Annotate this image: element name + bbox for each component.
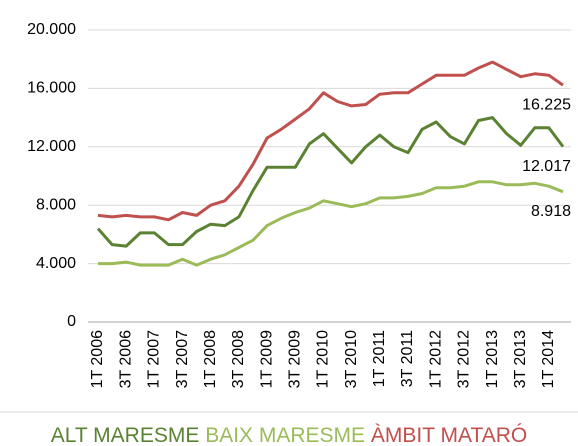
y-tick-label: 0: [67, 313, 76, 330]
x-tick-label: 3T 2008: [230, 330, 247, 389]
series-line: [98, 180, 564, 267]
legend: ALT MARESME BAIX MARESME ÀMBIT MATARÓ: [51, 424, 528, 446]
y-tick-label: 20.000: [27, 21, 76, 38]
x-tick-label: 3T 2009: [286, 330, 303, 389]
legend-entry: ALT MARESME: [51, 424, 200, 446]
x-tick-label: 1T 2011: [371, 330, 388, 387]
x-tick-label: 1T 2010: [315, 330, 332, 389]
x-tick-label: 1T 2013: [484, 330, 501, 389]
y-tick-label: 12.000: [27, 138, 76, 155]
x-tick-label: 3T 2010: [343, 330, 360, 389]
y-tick-label: 4.000: [36, 255, 76, 272]
x-tick-label: 1T 2008: [202, 330, 219, 389]
x-tick-label: 3T 2011: [399, 330, 416, 387]
x-tick-label: 1T 2012: [427, 330, 444, 389]
x-tick-label: 1T 2014: [540, 330, 557, 389]
y-tick-label: 8.000: [36, 196, 76, 213]
x-tick-label: 1T 2007: [146, 330, 163, 389]
y-tick-label: 16.000: [27, 80, 76, 97]
legend-entry: ÀMBIT MATARÓ: [371, 424, 527, 446]
x-tick-label: 3T 2007: [174, 330, 191, 389]
value-label: 12.017: [522, 158, 571, 175]
series-line: [97, 60, 564, 222]
x-tick-label: 3T 2006: [117, 330, 134, 389]
x-tick-label: 3T 2012: [456, 330, 473, 389]
series-line: [96, 116, 565, 248]
value-label: 8.918: [531, 203, 571, 220]
x-tick-label: 1T 2006: [89, 330, 106, 389]
value-label: 16.225: [522, 96, 571, 113]
x-tick-label: 3T 2013: [512, 330, 529, 389]
x-tick-label: 1T 2009: [258, 330, 275, 389]
legend-entry: BAIX MARESME: [205, 424, 365, 446]
